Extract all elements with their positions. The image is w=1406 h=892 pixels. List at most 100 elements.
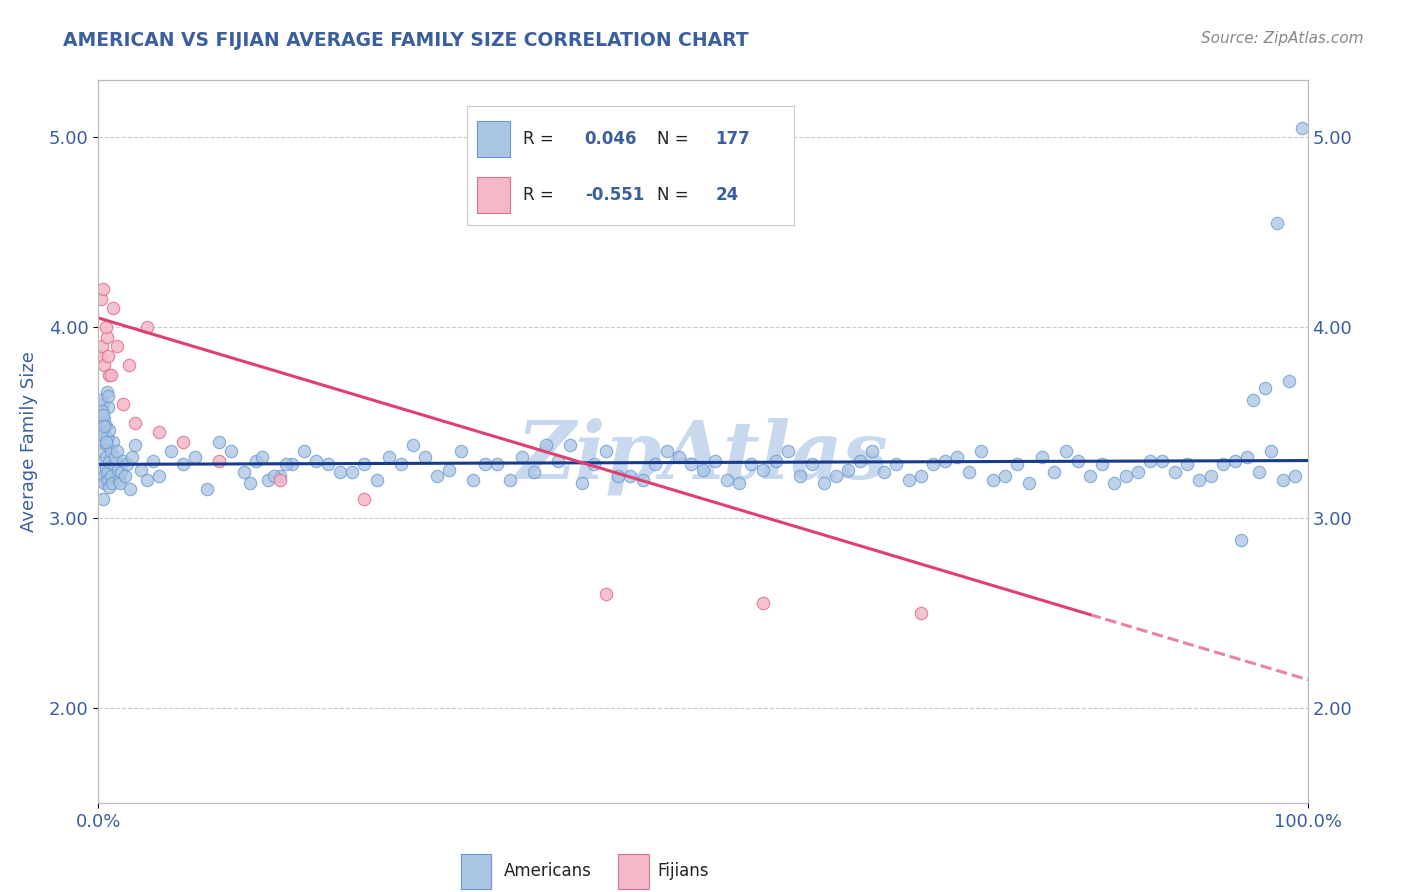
Point: [1230, 533, 1253, 548]
Point: [105, 339, 128, 353]
Point: [208, 453, 231, 467]
Point: [679, 458, 702, 472]
Point: [886, 458, 908, 472]
Point: [897, 473, 920, 487]
Point: [274, 458, 297, 472]
Point: [1163, 465, 1185, 479]
Point: [89, 392, 111, 407]
Point: [124, 416, 146, 430]
Point: [90, 292, 112, 306]
Point: [1067, 453, 1090, 467]
Point: [837, 463, 859, 477]
Point: [437, 463, 460, 477]
Point: [94, 461, 117, 475]
Point: [148, 425, 170, 439]
Point: [91, 425, 114, 439]
Point: [135, 473, 157, 487]
Point: [292, 444, 315, 458]
Point: [389, 458, 412, 472]
Point: [910, 468, 932, 483]
Point: [96, 330, 118, 344]
Point: [94, 434, 117, 449]
Point: [250, 450, 273, 464]
Point: [934, 453, 956, 467]
Point: [111, 396, 134, 410]
Point: [849, 453, 872, 467]
Point: [921, 458, 943, 472]
Point: [118, 359, 141, 373]
Point: [263, 468, 285, 483]
Point: [101, 434, 124, 449]
Point: [91, 491, 114, 506]
Point: [93, 476, 115, 491]
Point: [534, 438, 557, 452]
Point: [100, 444, 122, 458]
Point: [93, 419, 115, 434]
Point: [644, 458, 666, 472]
Point: [789, 468, 811, 483]
Point: [1042, 465, 1064, 479]
Point: [103, 458, 125, 472]
Point: [1175, 458, 1198, 472]
Point: [752, 463, 775, 477]
Point: [105, 444, 128, 458]
Point: [1091, 458, 1114, 472]
Point: [631, 473, 654, 487]
Point: [655, 444, 678, 458]
Point: [110, 465, 132, 479]
Point: [813, 476, 835, 491]
Point: [619, 468, 641, 483]
Point: [96, 431, 118, 445]
Point: [523, 465, 546, 479]
Point: [692, 463, 714, 477]
Point: [96, 465, 118, 479]
Point: [1284, 468, 1306, 483]
Point: [970, 444, 993, 458]
Point: [256, 473, 278, 487]
Point: [91, 425, 114, 439]
Point: [957, 465, 980, 479]
Point: [353, 491, 375, 506]
Point: [124, 438, 146, 452]
Point: [269, 473, 291, 487]
Point: [93, 411, 115, 425]
Point: [450, 444, 472, 458]
Point: [1249, 465, 1271, 479]
Point: [825, 468, 848, 483]
Point: [117, 458, 139, 472]
Point: [752, 596, 775, 610]
Point: [1188, 473, 1211, 487]
Point: [89, 349, 111, 363]
Point: [1254, 381, 1277, 395]
Point: [402, 438, 425, 452]
Point: [1152, 453, 1174, 467]
Point: [1278, 374, 1301, 388]
Point: [91, 408, 114, 422]
Point: [776, 444, 799, 458]
Point: [1078, 468, 1101, 483]
Point: [90, 406, 112, 420]
Point: [413, 450, 436, 464]
Point: [100, 468, 122, 483]
Point: [93, 359, 115, 373]
Point: [91, 282, 114, 296]
Point: [1018, 476, 1040, 491]
Text: AMERICAN VS FIJIAN AVERAGE FAMILY SIZE CORRELATION CHART: AMERICAN VS FIJIAN AVERAGE FAMILY SIZE C…: [63, 31, 749, 50]
Point: [1291, 120, 1313, 135]
Point: [1139, 453, 1161, 467]
Text: ZipAtlas: ZipAtlas: [517, 417, 889, 495]
Point: [90, 426, 112, 441]
Point: [96, 438, 118, 452]
Point: [704, 453, 727, 467]
Point: [765, 453, 787, 467]
Point: [994, 468, 1017, 483]
Point: [97, 401, 120, 415]
Point: [221, 444, 243, 458]
Point: [860, 444, 883, 458]
Point: [148, 468, 170, 483]
Point: [595, 444, 617, 458]
Point: [1007, 458, 1029, 472]
Y-axis label: Average Family Size: Average Family Size: [20, 351, 38, 532]
Point: [1031, 450, 1053, 464]
Point: [142, 453, 165, 467]
